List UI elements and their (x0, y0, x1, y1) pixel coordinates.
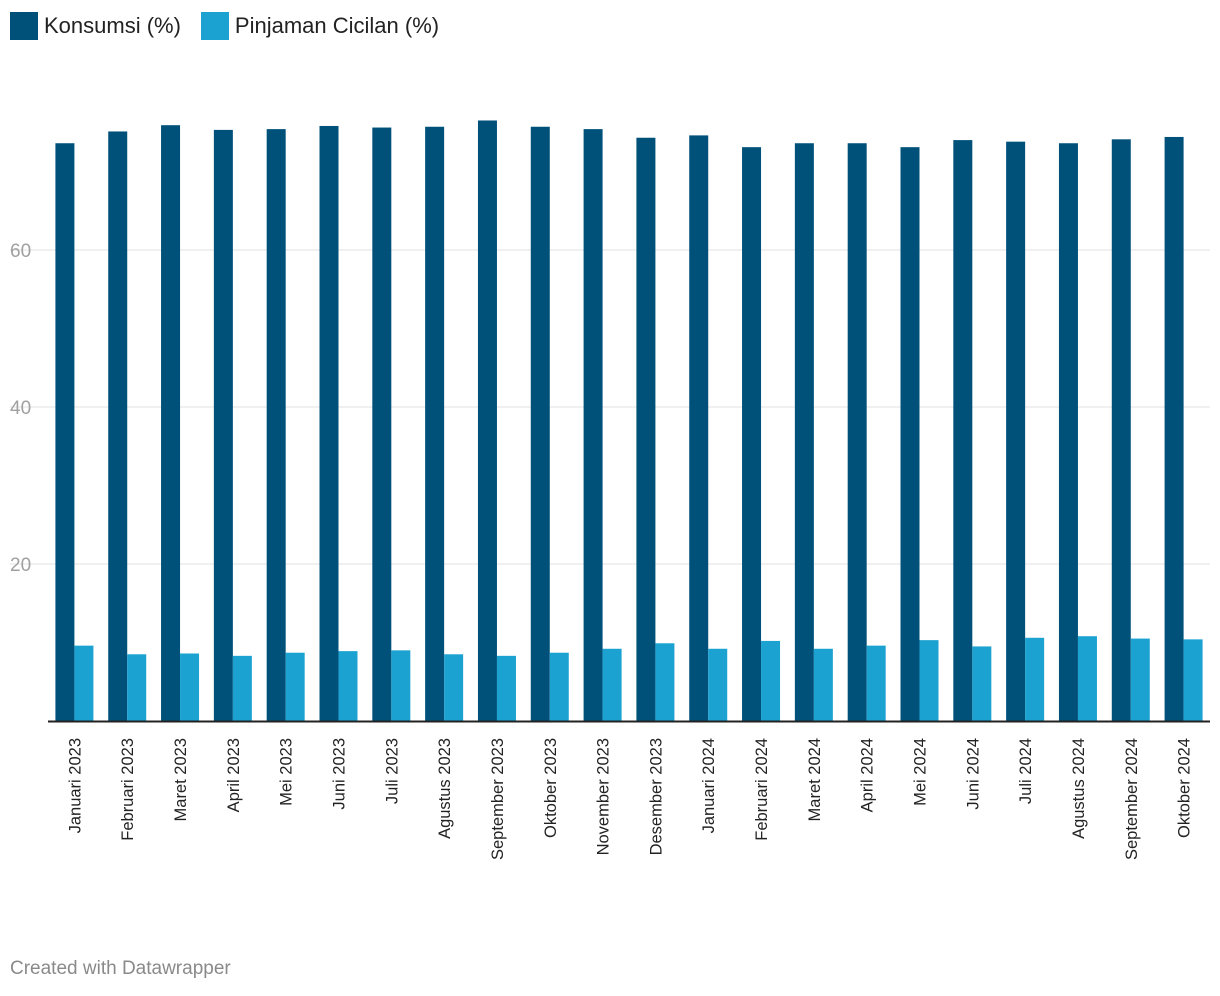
x-tick-label: Oktober 2023 (542, 738, 560, 838)
bar-konsumsi-8 (477, 120, 497, 722)
y-tick-label-20: 20 (10, 555, 31, 576)
bar-pinjaman-cicilan-0 (74, 645, 94, 721)
bar-pinjaman-cicilan-19 (1077, 636, 1097, 721)
x-tick-label: Agustus 2023 (436, 738, 454, 839)
bar-chart: 20 40 60 Januari 2023 Februari 2023 Maret 20… (10, 120, 1210, 860)
legend-swatch-konsumsi (10, 12, 38, 40)
legend: Konsumsi (%) Pinjaman Cicilan (%) (10, 12, 439, 40)
bar-konsumsi-10 (583, 129, 603, 722)
bar-konsumsi-18 (1006, 141, 1026, 722)
x-tick-label: Maret 2024 (806, 738, 824, 821)
x-tick-label: Juni 2023 (331, 738, 349, 810)
legend-item-pinjaman-cicilan: Pinjaman Cicilan (%) (200, 12, 440, 40)
bar-konsumsi-11 (636, 137, 656, 721)
bar-konsumsi-2 (161, 125, 181, 721)
bar-konsumsi-14 (794, 143, 814, 722)
x-tick-label: Juli 2024 (1017, 738, 1035, 804)
legend-item-konsumsi: Konsumsi (%) (10, 12, 181, 40)
bar-pinjaman-cicilan-17 (972, 646, 992, 721)
bar-konsumsi-4 (266, 129, 286, 722)
bars (55, 120, 1203, 722)
bar-konsumsi-9 (530, 126, 550, 721)
bar-pinjaman-cicilan-1 (127, 654, 147, 721)
bar-pinjaman-cicilan-11 (655, 643, 675, 721)
bar-pinjaman-cicilan-14 (813, 648, 833, 721)
bar-pinjaman-cicilan-5 (338, 651, 358, 721)
legend-label-pinjaman-cicilan: Pinjaman Cicilan (%) (234, 13, 440, 38)
x-tick-label: April 2024 (859, 738, 877, 812)
bar-pinjaman-cicilan-21 (1183, 639, 1203, 721)
bar-konsumsi-13 (742, 147, 762, 722)
x-tick-label: Agustus 2024 (1070, 738, 1088, 839)
bar-konsumsi-12 (689, 135, 709, 721)
x-tick-label: Maret 2023 (172, 738, 190, 821)
legend-label-konsumsi: Konsumsi (%) (44, 13, 181, 38)
bar-pinjaman-cicilan-4 (285, 652, 305, 721)
x-tick-label: September 2023 (489, 738, 507, 860)
bar-konsumsi-6 (372, 127, 392, 722)
bar-konsumsi-1 (108, 131, 128, 722)
x-tick-label: Mei 2023 (278, 738, 296, 806)
bar-pinjaman-cicilan-8 (496, 655, 516, 721)
bar-konsumsi-5 (319, 125, 339, 722)
credit-footer: Created with Datawrapper (10, 958, 231, 979)
category-labels: Januari 2023 Februari 2023 Maret 2023 April… (66, 738, 1193, 860)
bar-pinjaman-cicilan-3 (232, 655, 252, 721)
y-tick-label-40: 40 (10, 398, 31, 419)
bar-pinjaman-cicilan-9 (549, 652, 569, 721)
x-tick-label: Januari 2024 (700, 738, 718, 833)
bar-pinjaman-cicilan-6 (391, 650, 411, 721)
bar-konsumsi-7 (425, 126, 445, 721)
x-tick-label: Oktober 2024 (1176, 738, 1194, 838)
x-tick-label: Februari 2024 (753, 738, 771, 841)
bar-pinjaman-cicilan-18 (1025, 637, 1045, 721)
legend-swatch-pinjaman-cicilan (200, 12, 229, 40)
bar-konsumsi-0 (55, 143, 75, 722)
bar-konsumsi-16 (900, 147, 920, 722)
bar-konsumsi-19 (1058, 143, 1078, 722)
bar-pinjaman-cicilan-2 (180, 653, 200, 721)
bar-pinjaman-cicilan-7 (444, 654, 464, 721)
x-tick-label: November 2023 (595, 738, 613, 855)
bar-konsumsi-21 (1164, 136, 1184, 721)
x-tick-label: Juli 2023 (383, 738, 401, 804)
bar-konsumsi-17 (953, 140, 973, 722)
y-tick-label-60: 60 (10, 241, 31, 262)
x-tick-label: Januari 2023 (66, 738, 84, 833)
x-tick-label: Juni 2024 (964, 738, 982, 810)
bar-pinjaman-cicilan-13 (761, 640, 781, 721)
x-tick-label: Desember 2023 (647, 738, 665, 855)
bar-konsumsi-3 (213, 129, 233, 721)
gridlines: 20 40 60 (10, 241, 1210, 576)
bar-pinjaman-cicilan-15 (866, 645, 886, 721)
x-tick-label: Februari 2023 (119, 738, 137, 841)
bar-pinjaman-cicilan-12 (708, 648, 728, 721)
bar-pinjaman-cicilan-16 (919, 640, 939, 721)
bar-konsumsi-15 (847, 143, 867, 722)
x-tick-label: Mei 2024 (912, 738, 930, 806)
bar-pinjaman-cicilan-20 (1130, 638, 1150, 721)
bar-konsumsi-20 (1111, 139, 1131, 721)
x-tick-label: April 2023 (225, 738, 243, 812)
bar-pinjaman-cicilan-10 (602, 648, 622, 721)
x-tick-label: September 2024 (1123, 738, 1141, 860)
